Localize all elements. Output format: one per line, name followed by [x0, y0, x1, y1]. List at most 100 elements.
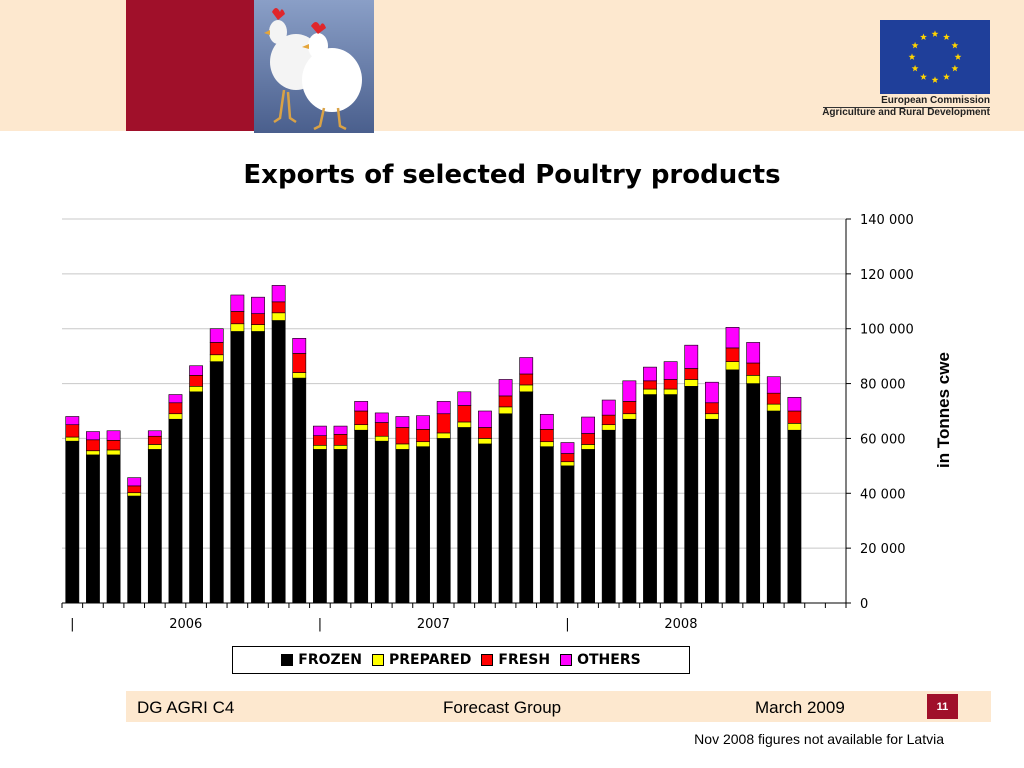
- bar-segment-fresh: [581, 433, 595, 445]
- eu-star-icon: [951, 41, 959, 49]
- bar-segment-prepared: [395, 443, 410, 450]
- y-tick-label: 80 000: [860, 378, 906, 393]
- bar-segment-prepared: [539, 441, 554, 447]
- bar-segment-prepared: [416, 441, 430, 447]
- bar-segment-frozen: [519, 391, 534, 604]
- bar-segment-fresh: [189, 375, 203, 387]
- bar-segment-prepared: [230, 323, 245, 332]
- bar-segment-prepared: [704, 413, 719, 420]
- bar-segment-prepared: [312, 444, 327, 450]
- bar-segment-prepared: [643, 388, 657, 395]
- legend-label: FROZEN: [298, 652, 362, 668]
- bar-segment-fresh: [684, 368, 699, 380]
- x-year-label: 2008: [664, 617, 697, 632]
- bar-segment-prepared: [725, 361, 740, 371]
- bar-segment-prepared: [436, 432, 451, 439]
- bar-segment-others: [684, 344, 699, 369]
- bar-segment-fresh: [333, 434, 348, 446]
- bar-segment-fresh: [539, 429, 554, 443]
- bar-segment-frozen: [478, 443, 492, 604]
- bar-segment-frozen: [106, 454, 121, 604]
- footnote: Nov 2008 figures not available for Latvi…: [694, 731, 944, 747]
- bar-segment-fresh: [560, 453, 575, 463]
- bar-segment-prepared: [147, 444, 162, 450]
- bar-segment-others: [436, 401, 451, 415]
- legend-item-others: OTHERS: [560, 652, 641, 668]
- bar-segment-others: [106, 430, 121, 441]
- legend-label: PREPARED: [388, 652, 472, 668]
- bar-segment-others: [725, 327, 740, 349]
- bar-segment-prepared: [333, 444, 348, 450]
- bar-segment-fresh: [766, 392, 781, 405]
- page-number-badge: 11: [927, 694, 958, 719]
- bar-segment-others: [498, 379, 513, 397]
- bar-segment-prepared: [746, 375, 761, 384]
- bar-segment-prepared: [86, 450, 100, 456]
- header-accent-block: [126, 0, 254, 131]
- bar-segment-others: [416, 415, 430, 430]
- eu-star-icon: [908, 53, 916, 60]
- eu-star-icon: [951, 64, 959, 72]
- bar-segment-frozen: [766, 410, 781, 604]
- stacked-bar-chart: 0 20 000 40 000 60 000 80 000 100 000 120 000 1…: [61, 213, 953, 632]
- bar-segment-frozen: [663, 394, 678, 604]
- bar-segment-frozen: [498, 413, 513, 604]
- y-tick-label: 100 000: [860, 323, 914, 338]
- bar-segment-fresh: [374, 422, 389, 437]
- bar-segment-prepared: [65, 436, 80, 442]
- bar-segment-fresh: [127, 485, 142, 494]
- bar-segment-prepared: [292, 372, 307, 379]
- bar-segment-fresh: [457, 405, 472, 423]
- bar-segment-others: [209, 328, 224, 343]
- eu-star-icon: [931, 76, 939, 83]
- bar-segment-frozen: [168, 418, 183, 604]
- y-tick-label: 140 000: [860, 213, 914, 228]
- bar-segment-prepared: [498, 406, 513, 415]
- bar-segment-fresh: [106, 440, 121, 451]
- eu-star-icon: [931, 30, 939, 37]
- ec-logo-text: European Commission Agriculture and Rura…: [780, 95, 990, 119]
- eu-star-icon: [920, 33, 927, 40]
- chart-legend: FROZEN PREPARED FRESH OTHERS: [232, 646, 690, 674]
- bar-segment-prepared: [787, 423, 802, 431]
- footer-left-text: DG AGRI C4: [137, 698, 235, 717]
- bar-segment-frozen: [251, 331, 265, 604]
- bar-segment-prepared: [271, 312, 286, 321]
- y-tick-label: 0: [860, 597, 868, 612]
- bar-segment-prepared: [663, 388, 678, 395]
- legend-swatch: [481, 654, 494, 666]
- x-separator-label: |: [565, 617, 569, 632]
- bar-segment-frozen: [436, 438, 451, 604]
- bar-segment-others: [766, 376, 781, 394]
- bar-segment-prepared: [622, 413, 637, 420]
- bar-segment-others: [147, 430, 162, 437]
- bar-segment-fresh: [209, 342, 224, 356]
- eu-flag-icon: [880, 20, 990, 94]
- bar-segment-fresh: [725, 347, 740, 362]
- bar-segment-fresh: [86, 439, 100, 452]
- bar-segment-frozen: [312, 449, 327, 604]
- bar-segment-others: [643, 366, 657, 382]
- bar-segment-others: [271, 285, 286, 303]
- bar-segment-frozen: [230, 331, 245, 604]
- bar-segment-frozen: [704, 418, 719, 604]
- eu-star-icon: [954, 53, 962, 60]
- bar-segment-prepared: [457, 421, 472, 428]
- bar-segment-prepared: [209, 354, 224, 362]
- bar-segment-frozen: [746, 383, 761, 604]
- bar-segment-prepared: [581, 444, 595, 450]
- x-year-label: 2006: [169, 617, 202, 632]
- bar-segment-others: [704, 381, 719, 404]
- ec-logo-rule: [823, 107, 990, 108]
- bar-segment-frozen: [643, 394, 657, 604]
- bar-segment-frozen: [86, 454, 100, 604]
- bar-segment-fresh: [65, 424, 80, 438]
- bar-segment-fresh: [643, 380, 657, 390]
- bar-segment-frozen: [395, 449, 410, 604]
- y-tick-label: 20 000: [860, 542, 906, 557]
- legend-label: OTHERS: [577, 652, 641, 668]
- footer-center-text: Forecast Group: [443, 698, 562, 717]
- x-year-label: 2007: [417, 617, 450, 632]
- bar-segment-fresh: [498, 395, 513, 408]
- bar-segment-prepared: [251, 324, 265, 332]
